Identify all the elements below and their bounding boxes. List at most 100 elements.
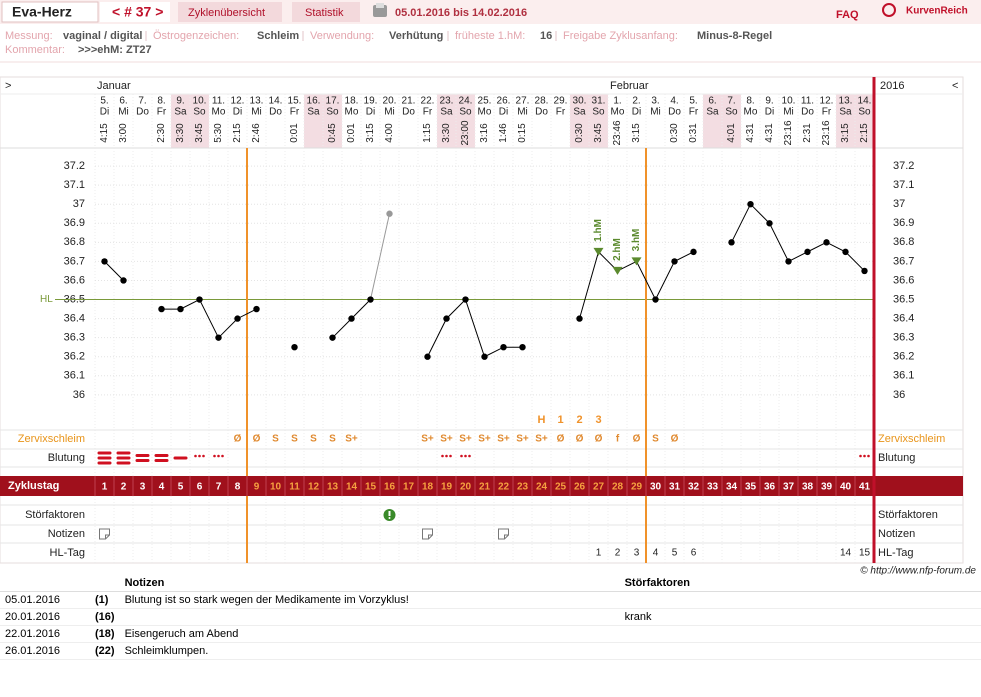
bleeding-dot	[859, 454, 862, 458]
cycle-day: 9	[254, 482, 260, 493]
hm-label: 2.hM	[612, 238, 623, 261]
day-label: 6.	[708, 96, 716, 107]
temp-point	[424, 353, 431, 360]
table-cell	[119, 608, 620, 626]
cycle-day: 30	[650, 482, 662, 493]
mucus-mark: Ø	[234, 434, 242, 445]
temp-line	[731, 203, 865, 272]
weekday-label: So	[326, 107, 339, 118]
y-tick-label: 36.8	[64, 236, 85, 248]
time-label: 0:30	[574, 123, 585, 143]
bleeding-dot	[194, 454, 197, 458]
day-label: 26.	[497, 96, 511, 107]
info-value: Schleim	[257, 30, 299, 42]
day-label: 12.	[820, 96, 834, 107]
cycle-day: 25	[555, 482, 567, 493]
cycle-day: 34	[726, 482, 738, 493]
temp-point	[576, 315, 583, 322]
y-tick-label: 36.6	[64, 274, 85, 286]
temp-point	[329, 334, 336, 341]
cycle-day: 38	[802, 482, 814, 493]
note-icon[interactable]	[99, 528, 110, 540]
disturbance-icon-bar	[388, 511, 391, 516]
cycle-day: 19	[441, 482, 453, 493]
time-label: 2:15	[232, 123, 243, 143]
hm-label: 1.hM	[593, 219, 604, 242]
bleeding-mark	[173, 456, 188, 460]
temp-point	[861, 267, 868, 275]
weekday-label: Fr	[556, 107, 566, 118]
time-label: 0:01	[346, 123, 357, 143]
cycle-day: 8	[235, 482, 241, 493]
temp-point	[652, 296, 659, 303]
temp-point	[234, 315, 241, 322]
mucus-mark: S+	[459, 434, 472, 445]
time-label: 0:01	[289, 123, 300, 143]
mucus-mark: Ø	[557, 434, 565, 445]
info-value: 16	[540, 30, 552, 42]
weekday-label: Di	[100, 107, 109, 118]
time-label: 0:45	[327, 123, 338, 143]
time-label: 2:30	[156, 123, 167, 143]
time-label: 0:15	[517, 123, 528, 143]
day-label: 8.	[746, 96, 754, 107]
row-label: Blutung	[48, 452, 85, 464]
empty-head	[90, 575, 120, 592]
temp-point	[196, 296, 203, 303]
weekday-label: Mo	[478, 107, 492, 118]
day-label: 10.	[193, 96, 207, 107]
cycle-day: 41	[859, 482, 871, 493]
bleeding-dot	[468, 454, 471, 458]
weekday-label: Fr	[290, 107, 300, 118]
bleeding-bar	[97, 461, 112, 465]
day-label: 11.	[801, 96, 814, 107]
time-label: 23:46	[612, 120, 623, 145]
y-tick-label-right: 36.7	[893, 255, 914, 267]
weekday-label: Mo	[212, 107, 226, 118]
row-label-right: HL-Tag	[878, 547, 913, 559]
month-label: Januar	[97, 80, 131, 92]
table-cell: 05.01.2016	[0, 591, 90, 609]
cycle-day: 21	[479, 482, 491, 493]
note-icon[interactable]	[498, 528, 509, 540]
cycle-nav[interactable]: < # 37 >	[112, 4, 163, 20]
disturbance-icon-dot	[388, 517, 391, 519]
note-icon[interactable]	[422, 528, 433, 540]
temp-point	[823, 239, 830, 246]
bleeding-bar	[97, 456, 112, 460]
tab	[178, 2, 282, 22]
temp-point	[101, 258, 108, 265]
bleeding-dot	[198, 454, 201, 458]
mucus-mark: S	[291, 434, 298, 445]
day-label: 14.	[269, 96, 283, 107]
nav-next[interactable]: <	[952, 80, 958, 92]
hl-day: 1	[596, 548, 602, 559]
cycle-day: 5	[178, 482, 184, 493]
nav-prev[interactable]: >	[5, 80, 11, 92]
weekend-shade	[304, 94, 323, 148]
tab-overview[interactable]: Zyklenübersicht	[188, 7, 265, 19]
y-tick-label-right: 37.2	[893, 160, 914, 172]
mucus-mark: S	[652, 434, 659, 445]
time-label: 3:15	[631, 123, 642, 143]
weekday-label: Mi	[251, 107, 262, 118]
brand[interactable]: KurvenReich	[906, 6, 968, 17]
table-cell: (22)	[90, 642, 120, 660]
y-tick-label-right: 36.6	[893, 274, 914, 286]
time-label: 3:15	[365, 123, 376, 143]
site-box	[1, 1, 99, 23]
day-label: 15.	[288, 96, 302, 107]
bleeding-bar	[97, 451, 112, 455]
cycle-day: 37	[783, 482, 795, 493]
temp-point	[462, 296, 469, 303]
bleeding-bar	[116, 461, 131, 465]
cycle-box	[100, 2, 170, 22]
weekday-label: Sa	[174, 107, 187, 118]
tab-stats[interactable]: Statistik	[305, 7, 344, 19]
info-value: >>>ehM: ZT27	[78, 44, 152, 56]
table-row: 22.01.2016 (18) Eisengeruch am Abend	[0, 625, 981, 643]
cycle-day: 39	[821, 482, 833, 493]
faq-link[interactable]: FAQ	[836, 9, 859, 21]
bleeding-dot	[867, 454, 870, 458]
day-label: 25.	[478, 96, 492, 107]
